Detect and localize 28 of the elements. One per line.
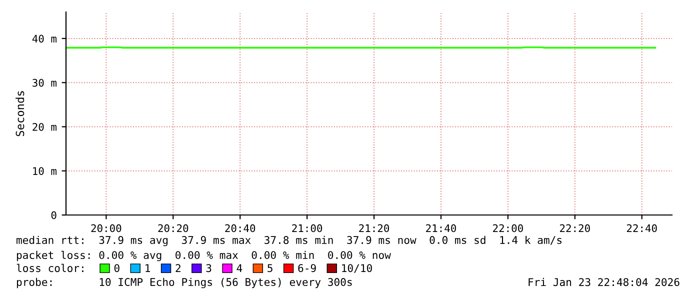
x-tick-label: 22:20 <box>560 224 590 232</box>
text: packet loss: 0.00 % avg 0.00 % max 0.00 % min 0.00 % now <box>16 250 391 262</box>
y-tick-label: 10 m <box>33 167 56 176</box>
y-axis-title: Seconds <box>16 91 24 136</box>
y-tick-label: 20 m <box>32 122 56 131</box>
legend-label: 4 <box>236 264 242 272</box>
x-tick-label: 20:20 <box>158 224 188 232</box>
y-tick-label: 0 <box>51 211 56 220</box>
x-tick-label: 22:00 <box>493 224 523 232</box>
legend-label: 2 <box>176 264 180 272</box>
x-tick-label: 21:00 <box>292 224 322 232</box>
text: Fri Jan 23 22:48:04 2026 <box>528 278 680 286</box>
legend-label: 6-9 <box>298 264 316 272</box>
legend-label: 10/10 <box>342 264 372 273</box>
y-tick-label: 40 m <box>32 34 56 43</box>
legend-label: 5 <box>268 264 272 272</box>
legend-label: 1 <box>146 264 150 272</box>
y-tick-label: 30 m <box>32 78 56 87</box>
x-tick-label: 22:40 <box>626 224 657 232</box>
text: median rtt: 37.9 ms avg 37.9 ms max 37.8 ms min 37.9 ms now 0.0 ms sd 1.4 k am/s <box>16 236 562 246</box>
x-tick-label: 21:40 <box>426 224 456 232</box>
text: probe: 10 ICMP Echo Pings (56 Bytes) every 300s <box>16 278 352 288</box>
legend-label: 0 <box>114 264 120 272</box>
x-tick-label: 21:20 <box>359 224 390 232</box>
legend-label: 3 <box>206 264 212 272</box>
x-tick-label: 20:00 <box>91 224 122 232</box>
legend-title: loss color: <box>16 264 84 272</box>
x-tick-label: 20:40 <box>225 224 256 232</box>
